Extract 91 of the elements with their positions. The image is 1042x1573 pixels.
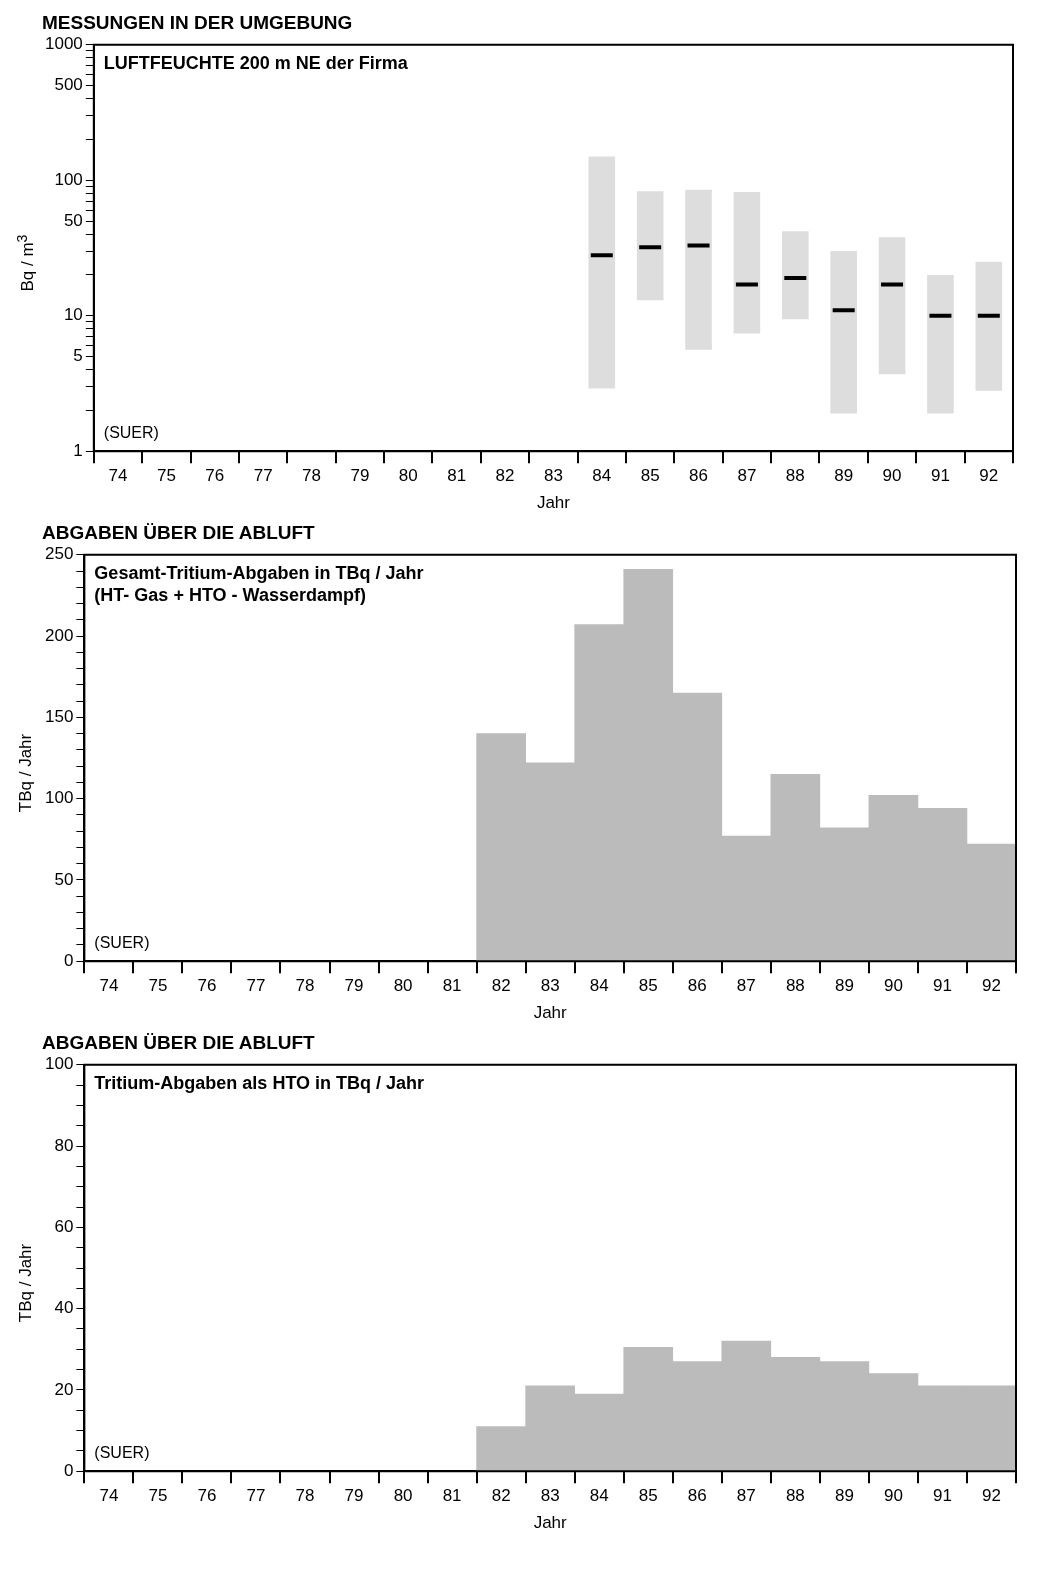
x-tick-label: 75 bbox=[148, 976, 168, 996]
y-tick-label: 100 bbox=[54, 169, 83, 189]
y-tick-label: 40 bbox=[54, 1298, 74, 1318]
x-tick-label: 79 bbox=[344, 1486, 364, 1506]
annotation: (SUER) bbox=[94, 933, 150, 951]
annotation: (SUER) bbox=[103, 423, 159, 441]
x-tick-label: 83 bbox=[540, 1486, 560, 1506]
x-tick-label: 79 bbox=[350, 466, 370, 486]
x-tick-label: 90 bbox=[883, 976, 903, 996]
x-tick-label: 82 bbox=[495, 466, 515, 486]
x-tick-label: 80 bbox=[398, 466, 418, 486]
x-tick-label: 85 bbox=[638, 1486, 658, 1506]
x-tick-label: 84 bbox=[589, 976, 609, 996]
annotation: Gesamt-Tritium-Abgaben in TBq / Jahr bbox=[94, 562, 424, 583]
y-tick-label: 60 bbox=[54, 1217, 74, 1237]
annotation: (SUER) bbox=[94, 1443, 150, 1461]
y-tick-label: 80 bbox=[54, 1135, 74, 1155]
y-tick-label: 500 bbox=[54, 75, 83, 95]
y-tick-label: 50 bbox=[54, 869, 74, 889]
y-tick-label: 0 bbox=[63, 1460, 74, 1480]
x-tick-label: 92 bbox=[979, 466, 999, 486]
x-tick-label: 77 bbox=[246, 976, 266, 996]
x-tick-label: 91 bbox=[932, 976, 952, 996]
y-tick-label: 10 bbox=[63, 305, 83, 325]
chart-title: ABGABEN ÜBER DIE ABLUFT bbox=[42, 521, 316, 543]
x-tick-label: 81 bbox=[442, 976, 462, 996]
annotation: Tritium-Abgaben als HTO in TBq / Jahr bbox=[94, 1072, 425, 1093]
y-tick-label: 1 bbox=[73, 440, 83, 460]
x-tick-label: 77 bbox=[253, 466, 273, 486]
y-axis-title: TBq / Jahr bbox=[16, 733, 36, 813]
x-tick-label: 84 bbox=[592, 466, 612, 486]
x-tick-label: 78 bbox=[295, 1486, 315, 1506]
annotation: LUFTFEUCHTE 200 m NE der Firma bbox=[103, 52, 409, 73]
x-tick-label: 74 bbox=[108, 466, 128, 486]
y-tick-label: 200 bbox=[44, 625, 74, 645]
chart-title: MESSUNGEN IN DER UMGEBUNG bbox=[42, 11, 353, 33]
x-tick-label: 87 bbox=[736, 976, 756, 996]
x-tick-label: 84 bbox=[589, 1486, 609, 1506]
x-tick-label: 81 bbox=[447, 466, 467, 486]
x-tick-label: 87 bbox=[736, 1486, 756, 1506]
y-tick-label: 250 bbox=[44, 544, 74, 564]
y-tick-label: 100 bbox=[44, 1054, 74, 1074]
x-tick-label: 76 bbox=[197, 1486, 217, 1506]
x-tick-label: 79 bbox=[344, 976, 364, 996]
y-tick-label: 20 bbox=[54, 1379, 74, 1399]
y-tick-label: 50 bbox=[63, 210, 83, 230]
x-tick-label: 88 bbox=[785, 466, 805, 486]
y-tick-label: 1000 bbox=[44, 34, 83, 54]
x-tick-label: 74 bbox=[99, 976, 119, 996]
x-tick-label: 91 bbox=[930, 466, 950, 486]
x-tick-label: 88 bbox=[785, 1486, 805, 1506]
x-tick-label: 89 bbox=[834, 1486, 854, 1506]
x-tick-label: 90 bbox=[883, 1486, 903, 1506]
annotation: (HT- Gas + HTO - Wasserdampf) bbox=[94, 584, 366, 605]
x-tick-label: 78 bbox=[302, 466, 321, 486]
x-tick-label: 86 bbox=[687, 976, 707, 996]
x-tick-label: 75 bbox=[156, 466, 176, 486]
y-tick-label: 100 bbox=[44, 788, 74, 808]
x-tick-label: 82 bbox=[491, 976, 511, 996]
x-tick-label: 77 bbox=[246, 1486, 266, 1506]
x-tick-label: 88 bbox=[785, 976, 805, 996]
x-tick-label: 83 bbox=[540, 976, 560, 996]
x-tick-label: 92 bbox=[982, 976, 1001, 996]
x-tick-label: 76 bbox=[205, 466, 225, 486]
y-tick-label: 0 bbox=[63, 950, 74, 970]
x-tick-label: 75 bbox=[148, 1486, 168, 1506]
y-tick-label: 150 bbox=[44, 707, 74, 727]
x-tick-label: 85 bbox=[638, 976, 658, 996]
x-tick-label: 92 bbox=[982, 1486, 1001, 1506]
chart-title: ABGABEN ÜBER DIE ABLUFT bbox=[42, 1031, 316, 1053]
x-axis-title: Jahr bbox=[533, 1003, 568, 1023]
x-axis-title: Jahr bbox=[533, 1513, 568, 1533]
x-tick-label: 80 bbox=[393, 1486, 413, 1506]
x-tick-label: 87 bbox=[737, 466, 757, 486]
x-tick-label: 89 bbox=[834, 976, 854, 996]
x-tick-label: 83 bbox=[543, 466, 563, 486]
y-axis-title: TBq / Jahr bbox=[16, 1243, 36, 1323]
x-tick-label: 81 bbox=[442, 1486, 462, 1506]
y-tick-label: 5 bbox=[73, 346, 83, 366]
x-tick-label: 86 bbox=[689, 466, 708, 486]
x-tick-label: 90 bbox=[882, 466, 902, 486]
x-axis-title: Jahr bbox=[536, 493, 571, 513]
x-tick-label: 86 bbox=[687, 1486, 707, 1506]
x-tick-label: 76 bbox=[197, 976, 217, 996]
x-tick-label: 82 bbox=[491, 1486, 511, 1506]
x-tick-label: 78 bbox=[295, 976, 315, 996]
x-tick-label: 91 bbox=[932, 1486, 952, 1506]
x-tick-label: 89 bbox=[834, 466, 854, 486]
x-tick-label: 85 bbox=[640, 466, 660, 486]
x-tick-label: 74 bbox=[99, 1486, 119, 1506]
x-tick-label: 80 bbox=[393, 976, 413, 996]
